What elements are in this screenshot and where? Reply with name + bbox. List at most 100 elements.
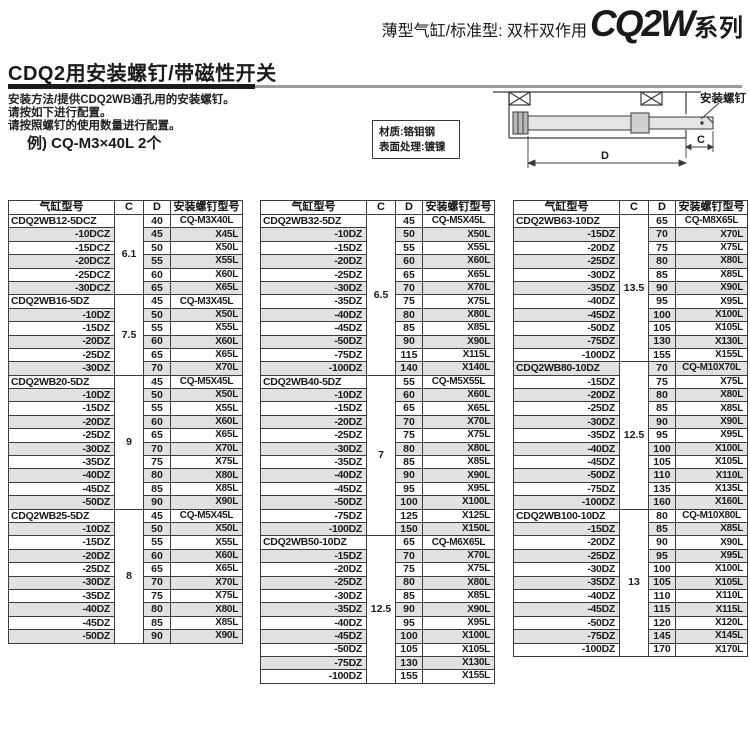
table-row: -45DZ 100 X100L [260,629,495,644]
d-cell: 45 [143,508,171,523]
d-cell: 60 [143,334,171,349]
page-header: 薄型气缸/标准型: 双杆双作用 CQ2W 系列 [382,3,744,45]
model-cell: CDQ2WB63-10DZ [513,213,620,229]
model-cell: -35DZ [260,294,367,309]
table-row: -20DZ 60 X60L [8,414,243,430]
table-row: -30DZ 70 X70L [260,280,495,296]
d-cell: 120 [648,615,676,631]
d-cell: 85 [395,321,423,336]
d-cell: 135 [648,481,676,497]
screw-cell: X85L [422,455,495,470]
model-cell: CDQ2WB50-10DZ [260,535,367,550]
screw-cell: X50L [170,307,243,323]
d-cell: 65 [395,401,423,416]
model-cell: -40DZ [513,441,620,457]
model-cell: -30DZ [260,441,367,457]
model-cell: -20DCZ [8,254,115,269]
model-cell: -40DZ [513,588,620,604]
title-rule [8,84,742,89]
screw-cell: X75L [170,588,243,604]
model-cell: -45DZ [8,615,115,631]
table-row: -100DZ 170 X170L [513,642,748,657]
d-cell: 75 [143,588,171,604]
material-line: 材质:铬钼钢 [379,126,435,138]
d-cell: 70 [395,414,423,430]
table-row: -75DZ 145 X145L [513,629,748,644]
d-cell: 85 [395,588,423,604]
screw-cell: X60L [422,388,495,403]
d-cell: 100 [395,495,423,510]
d-cell: 75 [395,562,423,577]
table-row: -20DZ 75 X75L [513,240,748,256]
table-row: CDQ2WB80-10DZ 12.5 70 CQ-M10X70L [513,361,748,510]
table-row: -15DZ 75 X75L [513,374,748,390]
screw-cell: X90L [675,414,748,430]
model-cell: -35DZ [513,280,620,296]
screw-cell: X80L [675,388,748,403]
screw-cell: X95L [422,615,495,631]
c-cell: 13.5 [619,213,649,363]
table-row: -15DCZ 50 X50L [8,240,243,256]
d-cell: 75 [143,455,171,470]
model-cell: -50DZ [260,334,367,349]
screw-cell: X100L [422,495,495,510]
d-cell: 85 [143,615,171,631]
table-row: -10DZ 50 X50L [8,307,243,323]
screw-cell: X160L [675,495,748,510]
model-cell: -15DZ [260,548,367,564]
model-cell: -25DZ [8,347,115,363]
table-row: -30DZ 90 X90L [513,414,748,430]
header-c: C [114,200,144,215]
screw-cell: X55L [170,254,243,269]
screw-cell: X85L [675,267,748,282]
example-text: 例) CQ-M3×40L 2个 [27,135,162,152]
table-row: -45DZ 95 X95L [260,481,495,497]
table-row: -100DZ 150 X150L [260,521,495,537]
table-row: -35DZ 105 X105L [513,575,748,590]
screw-cell: X75L [675,240,748,256]
model-cell: -30DCZ [8,280,115,296]
header-model: 气缸型号 [513,200,620,215]
description-line: 请按如下进行配置。 [8,107,112,119]
table-row: -25DZ 65 X65L [8,428,243,443]
title-rule-dark [8,84,255,89]
d-cell: 155 [648,347,676,363]
screw-cell: X60L [170,414,243,430]
table-row: -15DZ 55 X55L [8,321,243,336]
c-cell: 8 [114,508,144,644]
screw-cell: X130L [422,655,495,671]
screw-cell: X95L [675,428,748,443]
model-cell: -50DZ [260,642,367,657]
screw-cell: X110L [675,588,748,604]
screw-cell: X90L [675,280,748,296]
table-row: -100DZ 140 X140L [260,361,495,376]
d-cell: 105 [648,455,676,470]
model-cell: -20DZ [513,535,620,550]
model-cell: -75DZ [260,655,367,671]
d-cell: 65 [648,213,676,229]
header-model: 气缸型号 [8,200,115,215]
table-row: CDQ2WB32-5DZ 6.5 45 CQ-M5X45L [260,213,495,376]
doc-title: CDQ2用安装螺钉/带磁性开关 [8,63,277,85]
screw-cell: X115L [675,602,748,617]
table-row: CDQ2WB16-5DZ 7.5 45 CQ-M3X45L [8,294,243,376]
screw-cell: X145L [675,629,748,644]
model-cell: -100DZ [260,669,367,684]
header-d: D [648,200,676,215]
screw-cell: X70L [170,441,243,457]
table-row: -50DZ 90 X90L [8,495,243,510]
page-header-suffix: 系列 [694,15,744,42]
d-cell: 50 [395,227,423,242]
table-row: -25DZ 65 X65L [260,267,495,282]
table-row: CDQ2WB25-5DZ 8 45 CQ-M5X45L [8,508,243,644]
d-cell: 90 [395,468,423,483]
model-cell: -15DCZ [8,240,115,256]
screw-cell: X150L [422,521,495,537]
d-cell: 40 [143,213,171,229]
screw-cell: X60L [170,267,243,282]
screw-cell: CQ-M6X65L [422,535,495,550]
model-cell: -25DZ [260,575,367,590]
d-cell: 90 [648,414,676,430]
model-cell: -45DZ [513,307,620,323]
model-cell: CDQ2WB16-5DZ [8,294,115,309]
